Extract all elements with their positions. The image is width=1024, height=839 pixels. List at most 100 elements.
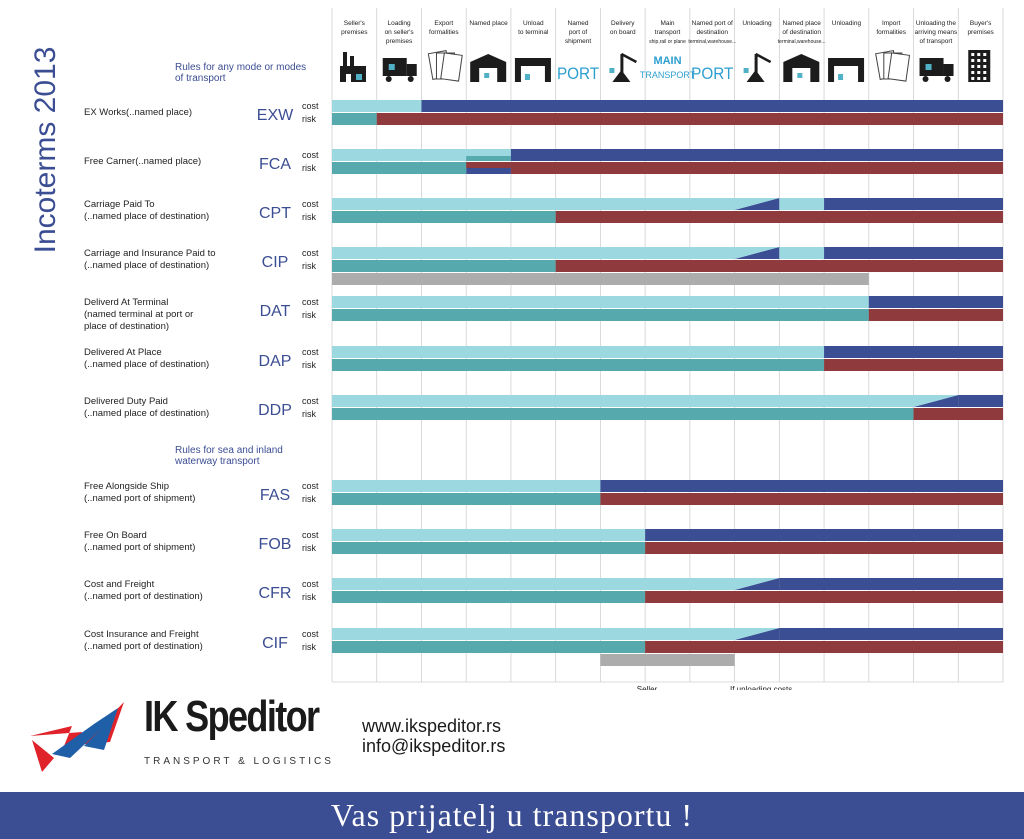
column-header-text: premises <box>967 29 994 36</box>
buyer-risk-bar <box>824 359 1003 371</box>
column-header-text: terminal,warehouse... <box>778 39 826 45</box>
port-label: PORT <box>557 64 599 83</box>
terminal-box <box>838 74 844 80</box>
rule-name: (..named port of destination) <box>84 591 203 602</box>
factory-chimney <box>350 56 354 66</box>
seller-cost-bar <box>332 198 735 210</box>
column-header-text: Main <box>660 20 674 27</box>
buyer-risk-bar <box>600 493 1003 505</box>
cost-label: cost <box>302 101 319 111</box>
column-header-text: Unloading the <box>916 20 956 27</box>
fca-marker <box>466 168 511 174</box>
port-text: PORT <box>557 64 599 83</box>
seller-cost-bar <box>332 395 914 407</box>
factory-chimney <box>343 52 347 66</box>
seller-cost-bar <box>779 247 825 259</box>
cost-label: cost <box>302 150 319 160</box>
crane-icon <box>743 52 772 82</box>
rule-name: Deliverd At Terminal <box>84 297 168 308</box>
truck-box <box>925 64 932 70</box>
doc-page <box>887 52 911 82</box>
terminal-door <box>834 66 859 82</box>
crane-arm <box>755 52 772 64</box>
port-text: PORT <box>691 64 733 83</box>
column-header-text: of destination <box>782 29 821 36</box>
cost-label: cost <box>302 629 319 639</box>
rule-code: FCA <box>259 156 291 173</box>
documents-icon <box>875 50 911 82</box>
column-header-text: Seller's <box>344 20 366 27</box>
rule-name: Carriage Paid To <box>84 199 155 210</box>
brand-block: IK Speditor TRANSPORT & LOGISTICS <box>24 690 331 780</box>
crane-mast <box>754 54 758 82</box>
seller-cost-bar <box>779 198 825 210</box>
column-header-text: formalities <box>876 29 906 36</box>
rule-name: Cost Insurance and Freight <box>84 629 199 640</box>
building-window <box>971 59 975 62</box>
column-header-text: Unloading <box>742 20 772 27</box>
rule-name: (..named place of destination) <box>84 260 209 271</box>
seller-cost-diag <box>734 578 780 590</box>
rule-name: EX Works(..named place) <box>84 107 192 118</box>
seller-risk-bar <box>332 591 646 603</box>
buyer-cost-diag <box>734 578 780 590</box>
rule-code: DDP <box>258 402 292 419</box>
brand-logo-icon <box>30 702 124 772</box>
rule-name: Delivered Duty Paid <box>84 396 168 407</box>
buyer-risk-bar <box>510 162 1003 174</box>
crane-box <box>743 68 749 73</box>
rule-code: FAS <box>260 487 290 504</box>
crane-box <box>609 68 615 73</box>
cost-label: cost <box>302 297 319 307</box>
email-link[interactable]: info@ikspeditor.rs <box>362 736 506 756</box>
buyer-cost-bar <box>510 149 1003 161</box>
seller-risk-bar <box>332 211 556 223</box>
section-header-any-mode: of transport <box>175 73 226 84</box>
seller-risk-bar <box>332 408 914 420</box>
buyer-cost-bar <box>779 628 1003 640</box>
website-link[interactable]: www.ikspeditor.rs <box>362 716 502 736</box>
seller-risk-bar <box>332 542 646 554</box>
column-header-text: on seller's <box>385 29 415 36</box>
rule-name: (..named place of destination) <box>84 408 209 419</box>
truck-wheel <box>407 76 414 82</box>
seller-risk-bar <box>332 493 601 505</box>
buyer-cost-bar <box>645 529 1003 541</box>
seller-cost-bar <box>332 296 869 308</box>
building-window <box>977 71 981 74</box>
column-header-text: Import <box>882 20 901 27</box>
section-header-sea: waterway transport <box>174 456 260 467</box>
incoterms-chart: Seller's premises Loading on seller's premis… <box>29 8 1004 690</box>
seller-cost-diag <box>734 628 780 640</box>
truck-wheel <box>944 76 951 82</box>
port-label: PORT <box>691 64 733 83</box>
cost-label: cost <box>302 481 319 491</box>
rule-name: (..named port of destination) <box>84 641 203 652</box>
rule-code: EXW <box>257 107 294 124</box>
column-header-text: transport <box>655 29 681 36</box>
main-label: MAIN <box>653 55 681 67</box>
risk-label: risk <box>302 212 316 222</box>
transport-label: TRANSPORT <box>640 70 696 80</box>
building-window <box>983 53 987 56</box>
seller-cost-diag <box>913 395 959 407</box>
risk-label: risk <box>302 642 316 652</box>
factory-door <box>346 74 351 82</box>
rule-name: Free Carner(..named place) <box>84 156 201 167</box>
brand-name: IK Speditor <box>144 692 320 741</box>
factory-icon <box>340 52 366 82</box>
buyer-risk-bar <box>376 113 1003 125</box>
main-transport-text: MAIN TRANSPORT <box>640 55 696 80</box>
buyer-risk-bar <box>913 408 1003 420</box>
seller-risk-bar <box>332 359 825 371</box>
seller-risk-bar <box>332 309 869 321</box>
buyer-cost-bar <box>958 395 1003 407</box>
column-header-text: shipment <box>565 38 592 45</box>
column-header-text: destination <box>697 29 729 36</box>
rule-code: DAP <box>259 353 292 370</box>
risk-label: risk <box>302 310 316 320</box>
rule-name: Carriage and Insurance Paid to <box>84 248 216 259</box>
warehouse-box <box>484 73 490 78</box>
buyer-cost-bar <box>824 198 1003 210</box>
seller-risk-bar <box>332 113 377 125</box>
